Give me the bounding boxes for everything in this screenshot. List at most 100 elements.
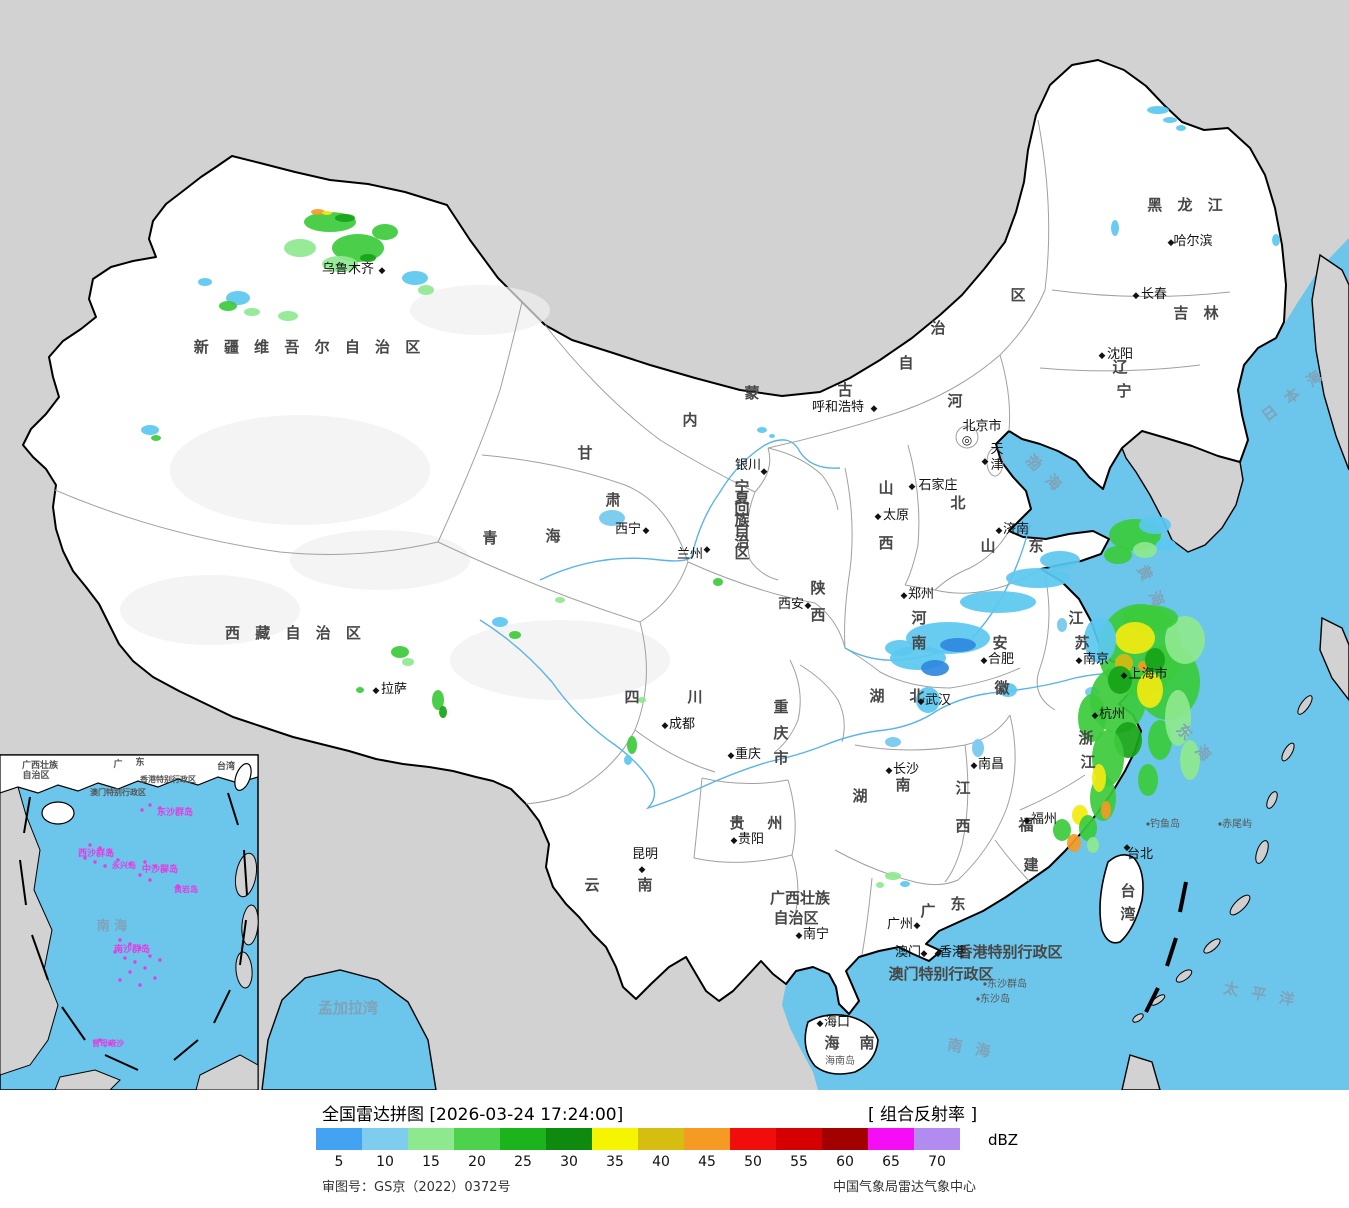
city-label: 台北 (1127, 847, 1153, 862)
radar-echo (1145, 648, 1165, 672)
radar-echo (335, 214, 355, 222)
city-label: 南昌 (978, 756, 1004, 772)
city-marker-icon: ◆ (643, 526, 650, 536)
radar-echo (1115, 622, 1155, 654)
radar-echo (1147, 106, 1169, 114)
inset-island-dot (138, 983, 142, 987)
colorbar-tick: 25 (514, 1154, 532, 1170)
bay-of-bengal (261, 969, 437, 1090)
province-label: 台 (1120, 882, 1135, 900)
colorbar-tick: 35 (606, 1154, 624, 1170)
province-label: 宁 (734, 478, 749, 496)
inset-label: 香港特别行政区 (139, 774, 196, 784)
radar-echo (322, 211, 332, 215)
inset-island-dot (148, 954, 152, 958)
city-marker-icon: ◆ (662, 721, 669, 731)
colorbar-tick: 10 (376, 1154, 394, 1170)
inset-label: 广西壮族 (22, 759, 59, 771)
colorbar-tick: 40 (652, 1154, 670, 1170)
city-marker-icon: ◆ (982, 457, 989, 467)
province-label: 香港特别行政区 (957, 943, 1062, 961)
city-label: 澳门 (895, 944, 921, 960)
inset-philippines (234, 852, 259, 989)
province-label: 新 疆 维 吾 尔 自 治 区 (194, 338, 421, 356)
radar-echo (555, 597, 565, 603)
province-label: 建 (1023, 856, 1039, 874)
colorbar-swatch (362, 1128, 408, 1150)
inset-island-dot (93, 860, 97, 864)
inset-label: 中沙群岛 (142, 863, 178, 875)
province-label: 云 (584, 876, 599, 894)
province-label: 青 (482, 529, 497, 547)
colorbar-swatch (500, 1128, 546, 1150)
island-label: 东沙群岛 (987, 977, 1027, 990)
province-label: 南 (895, 776, 910, 794)
province-label: 山 (980, 537, 995, 555)
city-label: 香港 (939, 945, 965, 960)
south-china-sea-inset: 广西壮族自治区 广 东香港特别行政区澳门特别行政区 台湾南 海 东沙群岛西沙群岛永兴岛中… (0, 754, 259, 1090)
colorbar-tick: 15 (422, 1154, 440, 1170)
radar-echo (418, 285, 434, 295)
city-label: 贵阳 (738, 832, 764, 847)
radar-echo (916, 687, 940, 713)
tianjin-boundary (986, 447, 1004, 477)
inset-borneo (54, 1054, 259, 1090)
colorbar-tick: 30 (560, 1154, 578, 1170)
radar-echo (1108, 666, 1132, 694)
province-label: 治 (734, 533, 749, 551)
lakes (599, 510, 1099, 757)
city-marker-icon: ◆ (886, 766, 893, 776)
province-label: 自治区 (773, 909, 818, 927)
city-marker-icon: ◆ (921, 949, 928, 959)
colorbar-tick: 70 (928, 1154, 946, 1170)
city-marker-icon: ◆ (639, 865, 646, 875)
radar-echo (940, 638, 976, 652)
province-label: 山 (878, 479, 893, 497)
radar-echo (1180, 740, 1200, 780)
province-label: 北 (950, 494, 965, 512)
city-label: 沈阳 (1107, 347, 1133, 362)
colorbar-swatch (684, 1128, 730, 1150)
province-label: 区 (1010, 286, 1025, 304)
inset-island-dot (108, 1042, 112, 1046)
province-label: 广西壮族 (770, 889, 831, 907)
inset-island-dot (153, 864, 157, 868)
inset-label: 西沙群岛 (78, 847, 114, 859)
province-label: 河 (911, 609, 926, 627)
city-label: 郑州 (908, 587, 934, 602)
city-marker-icon: ◆ (1121, 671, 1128, 681)
radar-echo (151, 435, 161, 441)
city-label: 石家庄 (918, 477, 957, 493)
city-label: 合肥 (988, 652, 1014, 667)
province-label: 江 (1068, 609, 1083, 627)
inset-island-dot (133, 960, 137, 964)
colorbar-swatch (822, 1128, 868, 1150)
inset-island-dot (123, 956, 127, 960)
radar-echo (638, 697, 646, 703)
inset-island-dot (128, 970, 132, 974)
province-label: 治 (930, 319, 945, 337)
inset-island-dot (176, 884, 180, 888)
unit-label: dBZ (988, 1131, 1019, 1149)
province-label: 吉 林 (1173, 304, 1219, 322)
radar-echo (1111, 220, 1119, 236)
inset-island-dot (116, 858, 120, 862)
city-marker-icon: ◆ (871, 404, 878, 414)
inset-island-dot (88, 843, 92, 847)
colorbar-swatch (454, 1128, 500, 1150)
province-label: 蒙 (744, 384, 759, 402)
inset-island-dot (98, 1038, 102, 1042)
inset-taiwan (234, 763, 252, 791)
city-marker-icon: ◆ (1133, 291, 1140, 301)
radar-echo (1053, 819, 1071, 841)
province-label: 澳门特别行政区 (888, 965, 993, 983)
radar-echo (278, 311, 298, 321)
city-label: 福州 (1031, 812, 1057, 827)
city-marker-icon: ◆ (1168, 238, 1175, 248)
radar-echo (141, 425, 159, 435)
sea-label: 孟加拉湾 (318, 999, 378, 1017)
city-label: 乌鲁木齐 (322, 261, 374, 277)
city-label: 哈尔滨 (1173, 233, 1212, 249)
city-label: 昆明 (632, 847, 658, 862)
city-label: 南京 (1083, 651, 1109, 667)
